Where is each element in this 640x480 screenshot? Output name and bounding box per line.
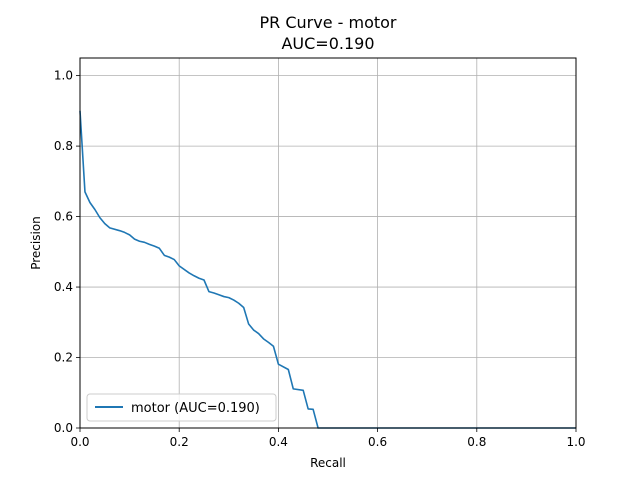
x-tick-label: 0.2 — [170, 435, 189, 449]
x-tick-label: 0.6 — [368, 435, 387, 449]
legend-box — [86, 393, 277, 422]
y-axis-label: Precision — [29, 216, 43, 270]
grid-lines — [79, 58, 577, 429]
plot-frame — [79, 57, 577, 429]
x-axis-label: Recall — [310, 456, 346, 470]
y-axis-ticks: 0.0 0.2 0.4 0.6 0.8 1.0 — [54, 69, 80, 435]
y-tick-label: 0.4 — [54, 280, 73, 294]
chart-subtitle: AUC=0.190 — [281, 34, 374, 53]
x-tick-label: 0.8 — [467, 435, 486, 449]
x-tick-label: 0.4 — [269, 435, 288, 449]
y-tick-label: 0.8 — [54, 139, 73, 153]
legend-label: motor (AUC=0.190) — [131, 401, 260, 416]
y-tick-label: 0.2 — [54, 351, 73, 365]
series-line-motor — [79, 110, 576, 429]
chart-title: PR Curve - motor — [259, 13, 396, 32]
x-tick-label: 0.0 — [70, 435, 89, 449]
legend: motor (AUC=0.190) — [86, 393, 277, 422]
y-tick-label: 0.0 — [54, 421, 73, 435]
x-tick-label: 1.0 — [566, 435, 585, 449]
y-tick-label: 0.6 — [54, 210, 73, 224]
x-axis-ticks: 0.0 0.2 0.4 0.6 0.8 1.0 — [70, 428, 586, 449]
y-tick-label: 1.0 — [54, 69, 73, 83]
series-layer — [79, 110, 576, 429]
